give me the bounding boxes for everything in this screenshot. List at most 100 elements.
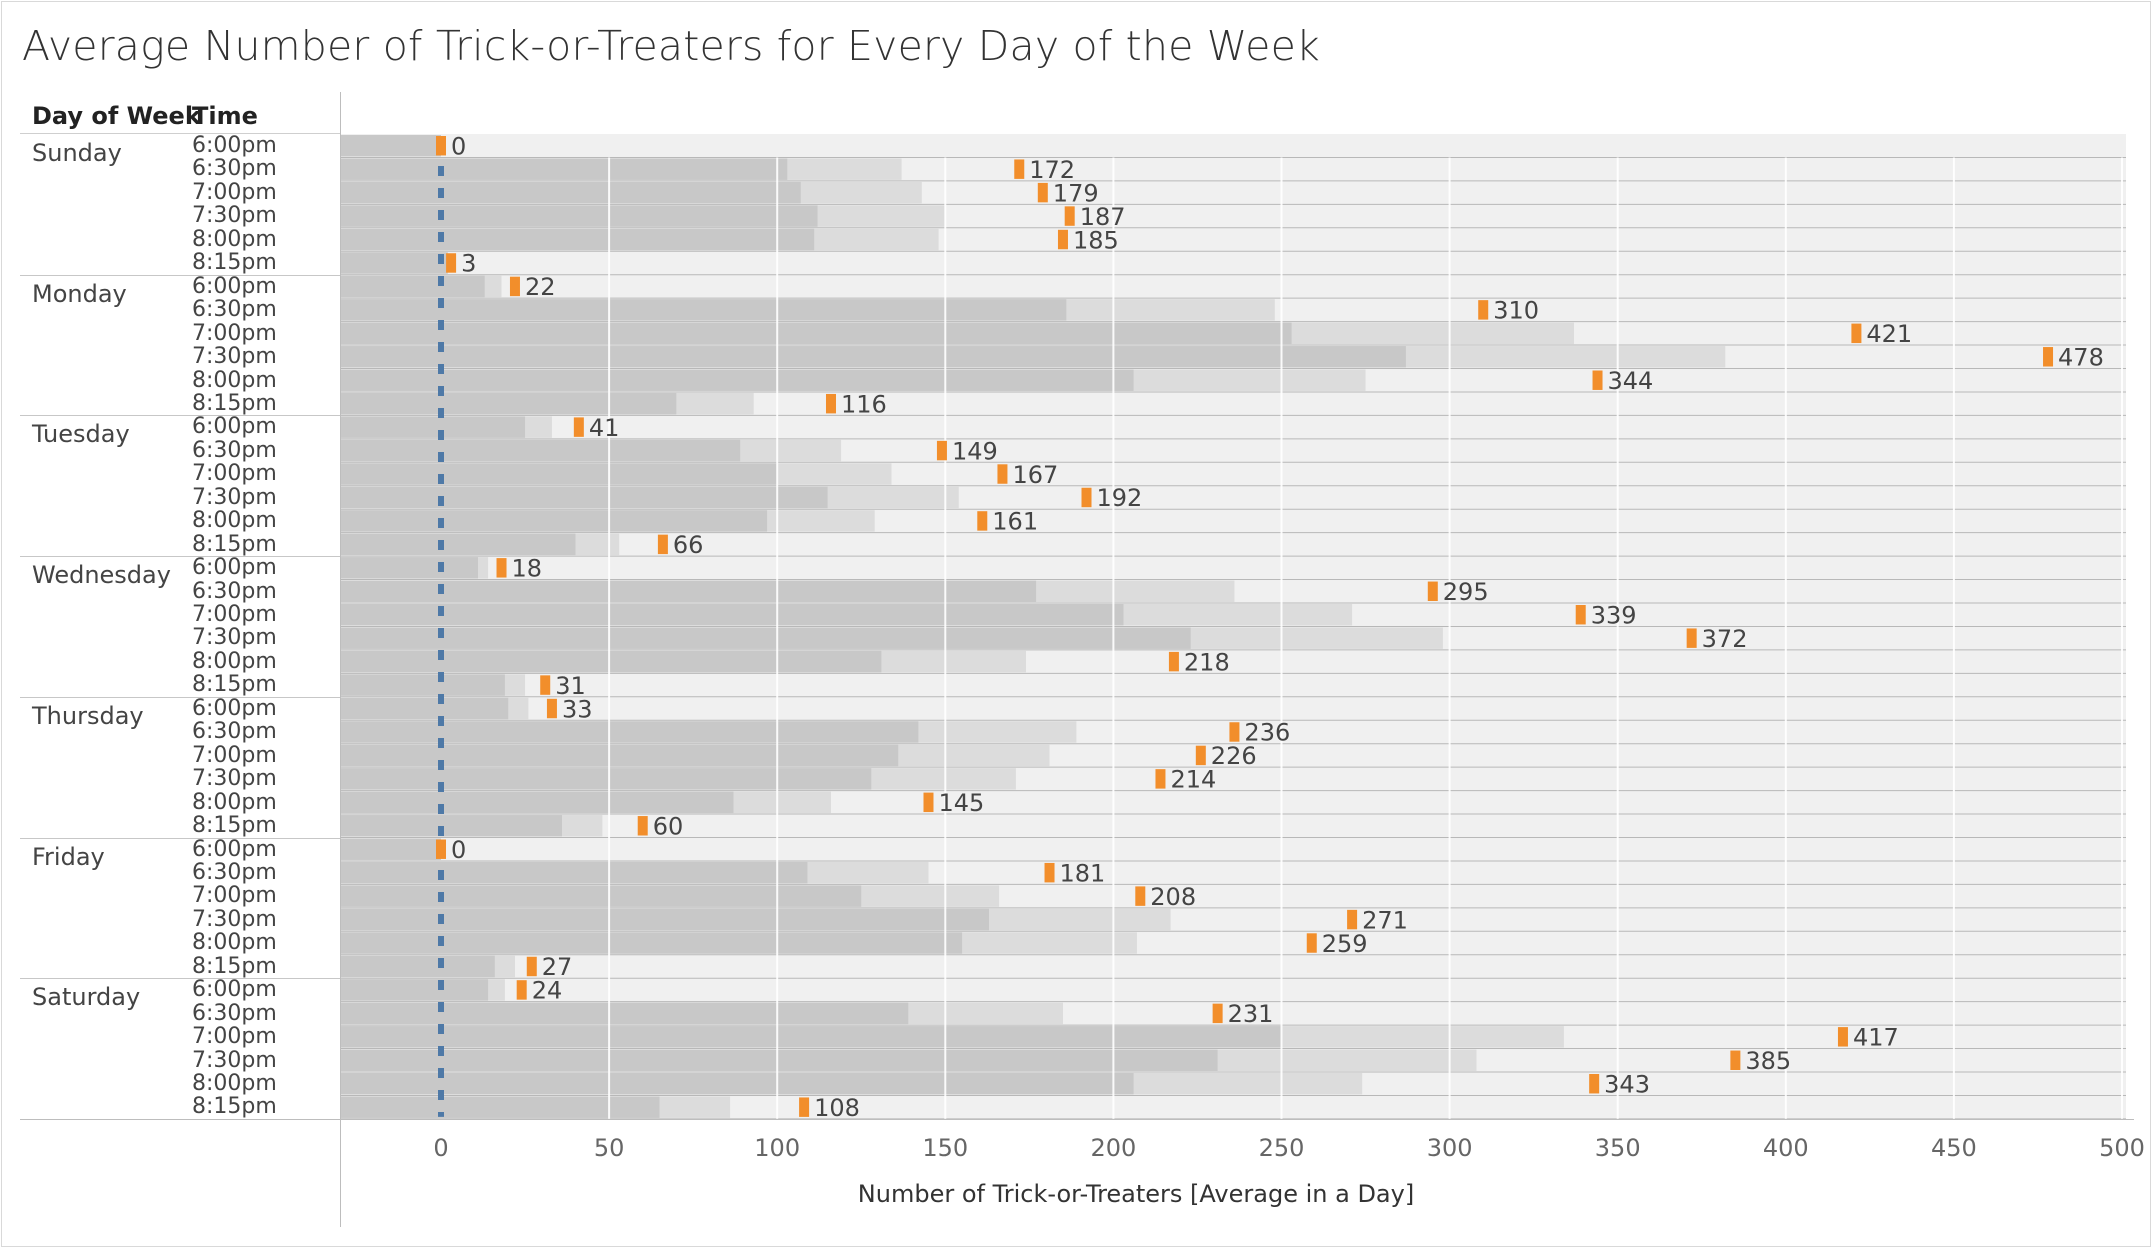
band-inner xyxy=(340,697,509,720)
data-label: 478 xyxy=(2058,344,2104,372)
value-marker xyxy=(1057,229,1068,250)
value-marker xyxy=(1306,933,1317,953)
x-tick-label: 450 xyxy=(1930,1134,1977,1162)
band-inner xyxy=(340,205,818,227)
value-marker xyxy=(1851,323,1862,344)
band-inner xyxy=(340,299,1067,321)
time-label: 8:00pm xyxy=(192,367,277,393)
time-label: 6:30pm xyxy=(192,1000,277,1026)
value-marker xyxy=(1195,745,1206,766)
time-label: 6:30pm xyxy=(192,859,277,885)
chart-title: Average Number of Trick-or-Treaters for … xyxy=(22,22,1320,70)
band-inner xyxy=(340,932,963,954)
band-inner xyxy=(340,1096,660,1118)
band-inner xyxy=(340,439,741,462)
data-label: 192 xyxy=(1097,484,1143,512)
day-label: Saturday xyxy=(32,983,141,1012)
time-label: 6:00pm xyxy=(192,555,277,581)
time-label: 7:00pm xyxy=(192,883,277,909)
band-inner xyxy=(340,275,485,298)
data-label: 27 xyxy=(542,953,573,981)
value-marker xyxy=(540,675,551,695)
data-label: 187 xyxy=(1080,203,1126,231)
time-label: 8:15pm xyxy=(192,813,277,839)
header-time: Time xyxy=(192,102,258,130)
data-label: 145 xyxy=(938,789,984,817)
time-label: 6:30pm xyxy=(192,156,277,182)
data-label: 385 xyxy=(1745,1047,1791,1075)
data-label: 66 xyxy=(673,531,704,559)
band-inner xyxy=(340,158,788,180)
time-label: 8:15pm xyxy=(192,672,277,698)
data-label: 339 xyxy=(1591,601,1637,629)
data-label: 417 xyxy=(1853,1024,1899,1052)
time-label: 6:00pm xyxy=(192,273,277,299)
band-inner xyxy=(340,228,815,251)
value-marker xyxy=(496,558,507,578)
time-label: 6:00pm xyxy=(192,836,277,862)
time-label: 8:00pm xyxy=(192,1071,277,1096)
x-tick-label: 200 xyxy=(1090,1134,1137,1162)
value-marker xyxy=(1478,300,1489,320)
data-label: 0 xyxy=(451,132,466,160)
band-inner xyxy=(340,392,677,415)
data-label: 179 xyxy=(1053,179,1099,207)
time-label: 7:00pm xyxy=(192,742,277,768)
band-inner xyxy=(340,1002,909,1025)
band-inner xyxy=(340,885,862,907)
data-label: 60 xyxy=(653,813,684,841)
time-label: 7:30pm xyxy=(192,344,277,370)
data-label: 259 xyxy=(1322,930,1368,958)
time-label: 6:00pm xyxy=(192,133,277,158)
data-label: 310 xyxy=(1493,297,1539,325)
data-label: 226 xyxy=(1211,742,1257,770)
value-marker xyxy=(1212,1003,1223,1024)
header-day-of-week: Day of Week xyxy=(32,102,201,130)
time-label: 7:30pm xyxy=(192,625,277,651)
value-marker xyxy=(546,698,557,719)
value-marker xyxy=(1037,182,1048,203)
time-label: 6:30pm xyxy=(192,578,277,604)
time-label: 8:15pm xyxy=(192,531,277,557)
x-tick-label: 250 xyxy=(1258,1134,1305,1162)
band-inner xyxy=(340,322,1292,345)
data-label: 41 xyxy=(589,414,620,442)
value-marker xyxy=(436,136,446,156)
day-label: Monday xyxy=(32,279,127,308)
time-label: 6:30pm xyxy=(192,719,277,745)
band-inner xyxy=(340,181,801,204)
band-inner xyxy=(340,744,899,767)
x-tick-label: 300 xyxy=(1426,1134,1473,1162)
data-label: 372 xyxy=(1702,625,1748,653)
data-label: 295 xyxy=(1443,578,1489,606)
data-label: 172 xyxy=(1029,156,1075,184)
value-marker xyxy=(446,253,457,273)
band-inner xyxy=(340,627,1191,649)
data-label: 149 xyxy=(952,437,998,465)
value-marker xyxy=(1686,628,1697,648)
band-inner xyxy=(340,838,441,860)
value-marker xyxy=(825,393,836,414)
data-label: 421 xyxy=(1866,320,1912,348)
x-tick-label: 100 xyxy=(754,1134,801,1162)
time-label: 7:00pm xyxy=(192,320,277,346)
band-inner xyxy=(340,557,478,579)
value-marker xyxy=(526,956,537,977)
time-label: 8:15pm xyxy=(192,1094,277,1120)
value-marker xyxy=(1347,909,1358,930)
time-label: 6:30pm xyxy=(192,437,277,463)
band-inner xyxy=(340,979,489,1001)
value-marker xyxy=(799,1097,810,1117)
value-marker xyxy=(516,980,527,1000)
time-label: 7:00pm xyxy=(192,461,277,487)
band-inner xyxy=(340,604,1124,626)
value-marker xyxy=(1592,370,1603,390)
time-label: 8:00pm xyxy=(192,789,277,815)
band-inner xyxy=(340,416,526,438)
band-inner xyxy=(340,252,448,274)
band-inner xyxy=(340,1026,1282,1048)
value-marker xyxy=(657,534,668,555)
band-inner xyxy=(340,533,576,556)
